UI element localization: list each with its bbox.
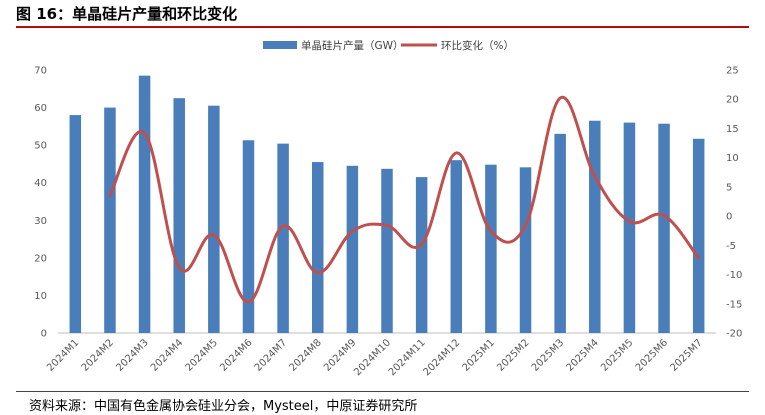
y-left-tick-label: 0 bbox=[41, 329, 47, 340]
bar-2024M11 bbox=[415, 177, 428, 333]
bar-2024M6 bbox=[242, 140, 255, 333]
x-tick-label: 2024M10 bbox=[352, 337, 393, 378]
x-tick-label: 2024M3 bbox=[114, 337, 150, 373]
y-right-tick-label: -15 bbox=[726, 299, 742, 310]
source-divider bbox=[16, 391, 749, 392]
y-right-tick-label: 5 bbox=[726, 182, 732, 193]
x-tick-label: 2024M11 bbox=[387, 337, 428, 378]
y-right-tick-label: -10 bbox=[726, 270, 742, 281]
mom-change-line bbox=[108, 95, 701, 304]
x-tick-label: 2024M12 bbox=[422, 337, 463, 378]
bar-2025M4 bbox=[589, 120, 601, 333]
chart: 单晶硅片产量（GW） 环比变化（%）010203040506070-20-15-1… bbox=[34, 39, 742, 378]
bar-2024M1 bbox=[69, 115, 82, 333]
y-left-tick-label: 60 bbox=[34, 103, 47, 114]
bar-2025M6 bbox=[658, 123, 670, 333]
bar-2024M8 bbox=[311, 162, 324, 333]
y-left-tick-label: 20 bbox=[34, 253, 47, 264]
y-right-tick-label: 15 bbox=[726, 124, 739, 135]
y-right-tick-label: -20 bbox=[726, 329, 742, 340]
y-right-tick-label: 10 bbox=[726, 153, 739, 164]
legend-line-label: 环比变化（%） bbox=[441, 39, 514, 52]
bar-2024M9 bbox=[346, 165, 359, 333]
x-tick-label: 2025M5 bbox=[599, 337, 635, 373]
x-tick-label: 2024M1 bbox=[45, 337, 81, 373]
bar-2024M4 bbox=[173, 98, 185, 333]
legend-bar-swatch bbox=[263, 41, 297, 49]
y-left-tick-label: 10 bbox=[34, 291, 47, 302]
x-tick-label: 2025M6 bbox=[634, 337, 670, 373]
y-right-tick-label: -5 bbox=[726, 241, 736, 252]
y-right-tick-label: 0 bbox=[726, 212, 732, 223]
bar-2025M3 bbox=[554, 133, 566, 333]
x-tick-label: 2024M6 bbox=[218, 337, 254, 373]
bar-2024M12 bbox=[450, 160, 463, 333]
bar-2025M1 bbox=[485, 164, 497, 333]
x-tick-label: 2024M4 bbox=[149, 337, 185, 373]
y-left-tick-label: 30 bbox=[34, 216, 47, 227]
bar-2025M2 bbox=[519, 167, 532, 333]
bar-2025M7 bbox=[692, 138, 705, 333]
title-divider bbox=[16, 26, 749, 28]
bar-2024M2 bbox=[104, 107, 116, 333]
x-tick-label: 2025M4 bbox=[565, 337, 601, 373]
x-tick-label: 2025M2 bbox=[495, 337, 531, 373]
x-tick-label: 2024M5 bbox=[184, 337, 220, 373]
y-left-tick-label: 40 bbox=[34, 178, 47, 189]
y-left-tick-label: 50 bbox=[34, 141, 47, 152]
source-note: 资料来源：中国有色金属协会硅业分会，Mysteel，中原证券研究所 bbox=[29, 399, 418, 414]
x-tick-label: 2024M7 bbox=[253, 337, 289, 373]
bar-2025M5 bbox=[623, 122, 636, 333]
bar-2024M5 bbox=[208, 105, 220, 333]
figure-title: 图 16：单晶硅片产量和环比变化 bbox=[16, 5, 238, 23]
x-tick-label: 2024M2 bbox=[80, 337, 116, 373]
legend-bar-label: 单晶硅片产量（GW） bbox=[301, 39, 404, 52]
bar-2024M3 bbox=[138, 75, 151, 333]
x-tick-label: 2025M7 bbox=[668, 337, 704, 373]
bar-2024M10 bbox=[381, 168, 393, 333]
x-tick-label: 2025M3 bbox=[530, 337, 566, 373]
bar-2024M7 bbox=[277, 143, 289, 333]
y-right-tick-label: 20 bbox=[726, 95, 739, 106]
x-tick-label: 2025M1 bbox=[461, 337, 497, 373]
y-left-tick-label: 70 bbox=[34, 66, 47, 77]
x-tick-label: 2024M8 bbox=[287, 337, 323, 373]
figure-header: 图 16：单晶硅片产量和环比变化 bbox=[0, 0, 765, 28]
y-right-tick-label: 25 bbox=[726, 66, 739, 77]
